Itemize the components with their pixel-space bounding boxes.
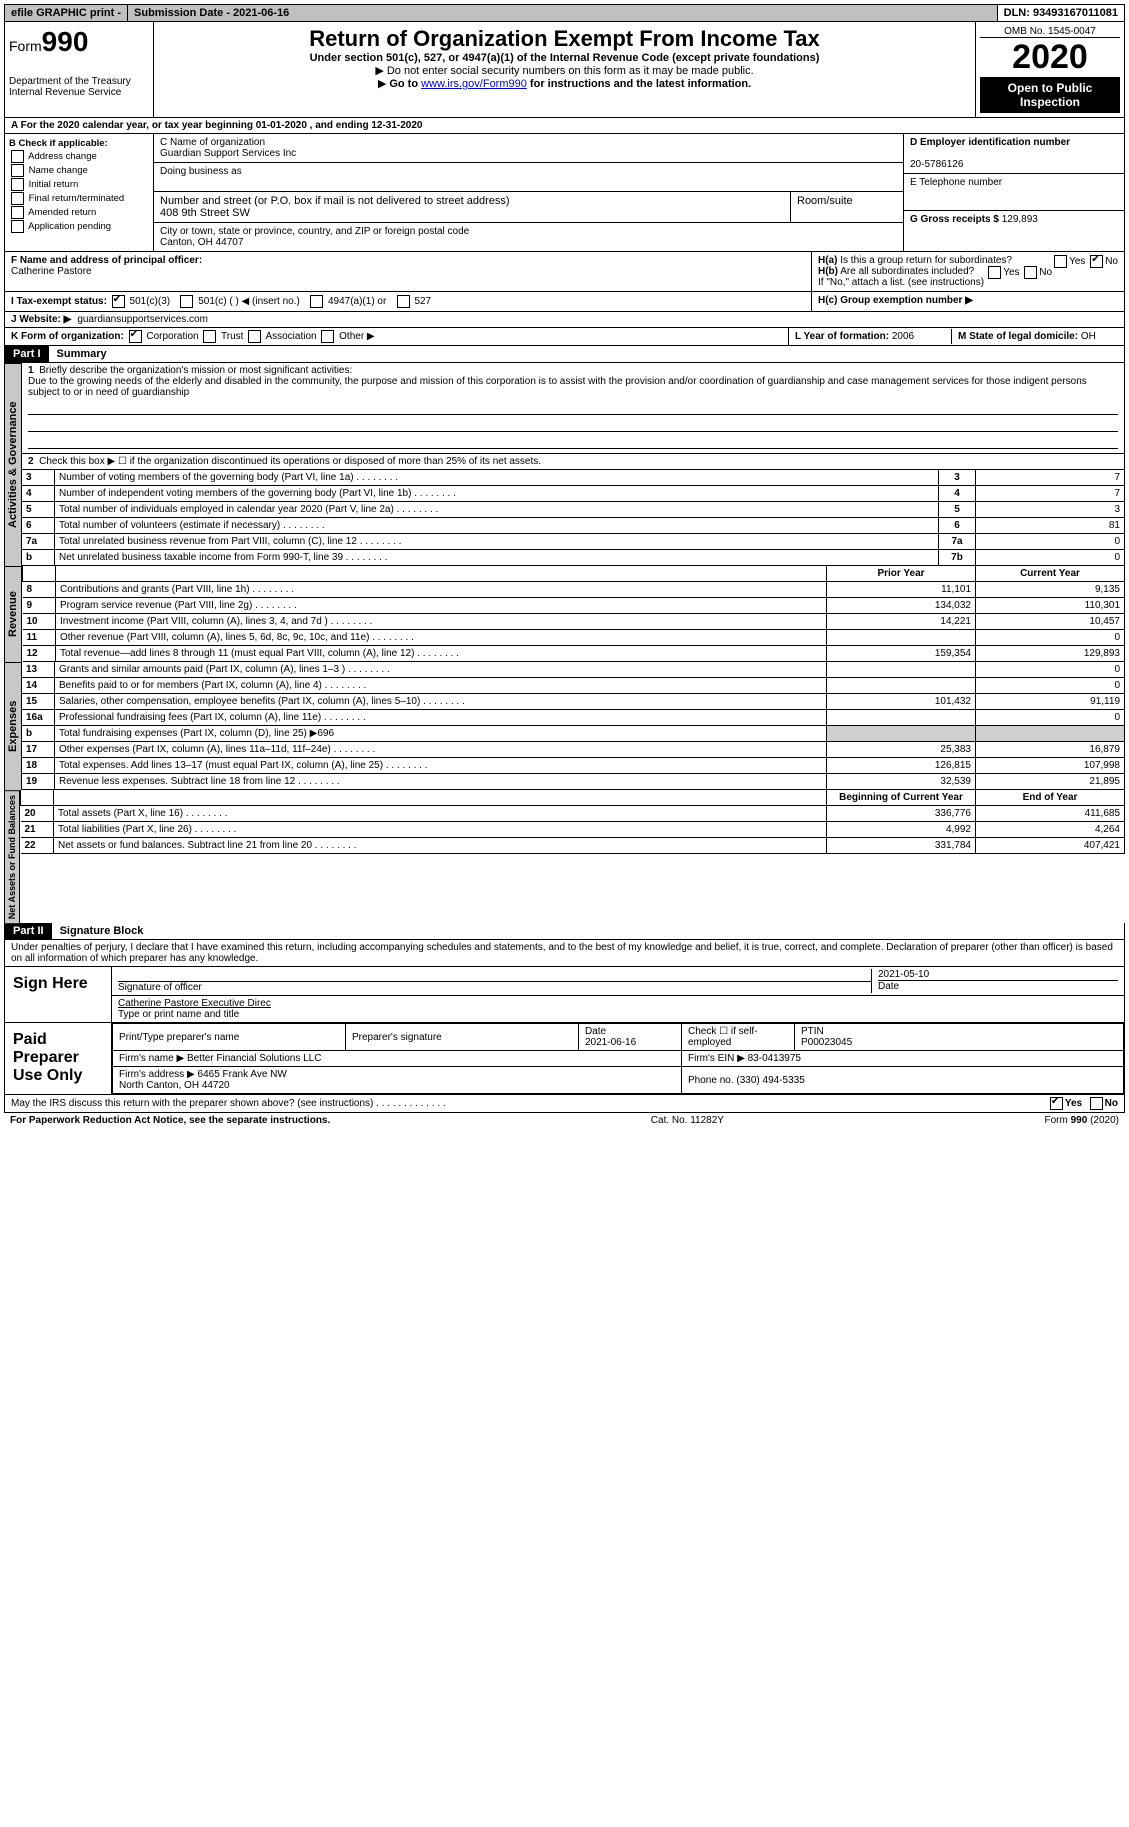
paid-preparer-block: Paid Preparer Use Only Print/Type prepar…	[4, 1023, 1125, 1095]
discuss-row: May the IRS discuss this return with the…	[4, 1095, 1125, 1113]
entity-block: B Check if applicable: Address change Na…	[4, 134, 1125, 252]
signature-line-label: Signature of officer	[118, 981, 871, 993]
top-bar: efile GRAPHIC print - Submission Date - …	[4, 4, 1125, 22]
street-cell: Number and street (or P.O. box if mail i…	[154, 192, 791, 222]
part-i-header: Part I	[5, 346, 49, 362]
dln: DLN: 93493167011081	[998, 5, 1124, 21]
open-to-public: Open to Public Inspection	[980, 77, 1120, 113]
gross-receipts-cell: G Gross receipts $ 129,893	[904, 211, 1124, 247]
website-row: J Website: ▶ guardiansupportservices.com	[4, 312, 1125, 328]
principal-officer: F Name and address of principal officer:…	[5, 252, 812, 291]
form-header: Form990 Department of the Treasury Inter…	[4, 22, 1125, 118]
firm-name-cell: Firm's name ▶ Better Financial Solutions…	[113, 1051, 682, 1067]
form-title: Return of Organization Exempt From Incom…	[158, 26, 971, 52]
dba-cell: Doing business as	[154, 163, 903, 192]
mission-text: Due to the growing needs of the elderly …	[28, 376, 1118, 398]
chk-initial-return[interactable]: Initial return	[9, 178, 149, 191]
preparer-name-cell: Print/Type preparer's name	[113, 1024, 346, 1051]
tab-net-assets: Net Assets or Fund Balances	[4, 790, 20, 923]
year-formation: L Year of formation: 2006	[789, 329, 952, 344]
part-i-title: Summary	[49, 346, 115, 362]
preparer-date-cell: Date2021-06-16	[579, 1024, 682, 1051]
revenue-table: Prior YearCurrent Year 8Contributions an…	[22, 566, 1125, 662]
chk-address-change[interactable]: Address change	[9, 150, 149, 163]
telephone-cell: E Telephone number	[904, 174, 1124, 211]
perjury-declaration: Under penalties of perjury, I declare th…	[4, 940, 1125, 967]
tab-revenue: Revenue	[4, 566, 22, 662]
form-number: Form990	[9, 26, 149, 58]
net-assets-table: Beginning of Current YearEnd of Year 20T…	[20, 790, 1125, 854]
row-f-h: F Name and address of principal officer:…	[4, 252, 1125, 292]
form-subtitle: Under section 501(c), 527, or 4947(a)(1)…	[158, 52, 971, 64]
ptin-cell: PTINP00023045	[795, 1024, 1124, 1051]
firm-phone-cell: Phone no. (330) 494-5335	[682, 1067, 1124, 1094]
ein-cell: D Employer identification number20-57861…	[904, 134, 1124, 174]
tax-exempt-status: I Tax-exempt status: 501(c)(3) 501(c) ( …	[5, 292, 812, 311]
col-b-checkboxes: B Check if applicable: Address change Na…	[5, 134, 154, 251]
firm-address-cell: Firm's address ▶ 6465 Frank Ave NW North…	[113, 1067, 682, 1094]
tax-year: 2020	[980, 38, 1120, 77]
tab-expenses: Expenses	[4, 662, 22, 790]
room-suite-cell: Room/suite	[791, 192, 903, 222]
city-cell: City or town, state or province, country…	[154, 223, 903, 251]
h-note: If "No," attach a list. (see instruction…	[818, 277, 1118, 288]
state-domicile: M State of legal domicile: OH	[952, 329, 1124, 344]
ag-table: 3Number of voting members of the governi…	[22, 470, 1125, 566]
mission-label: Briefly describe the organization's miss…	[39, 365, 352, 376]
cat-no: Cat. No. 11282Y	[651, 1115, 724, 1126]
submission-date: Submission Date - 2021-06-16	[128, 5, 998, 21]
tab-activities-governance: Activities & Governance	[4, 363, 22, 566]
irs-link[interactable]: www.irs.gov/Form990	[421, 78, 527, 90]
line-2: Check this box ▶ ☐ if the organization d…	[39, 456, 541, 467]
row-a-tax-year: A For the 2020 calendar year, or tax yea…	[4, 118, 1125, 134]
org-name-cell: C Name of organizationGuardian Support S…	[154, 134, 903, 163]
sign-here-block: Sign Here Signature of officer 2021-05-1…	[4, 967, 1125, 1023]
part-ii-header: Part II	[5, 923, 52, 939]
preparer-sig-cell: Preparer's signature	[346, 1024, 579, 1051]
date-label: Date	[878, 980, 1118, 992]
h-c: H(c) Group exemption number ▶	[812, 292, 1124, 311]
treasury-dept: Department of the Treasury Internal Reve…	[9, 76, 149, 98]
note-link: ▶ Go to www.irs.gov/Form990 for instruct…	[158, 77, 971, 90]
form-of-org: K Form of organization: Corporation Trus…	[5, 328, 789, 345]
pra-notice: For Paperwork Reduction Act Notice, see …	[10, 1115, 330, 1126]
chk-amended-return[interactable]: Amended return	[9, 206, 149, 219]
efile-print-button[interactable]: efile GRAPHIC print -	[5, 5, 128, 21]
paid-preparer-label: Paid Preparer Use Only	[5, 1023, 112, 1094]
officer-name: Catherine Pastore Executive Direc	[118, 998, 271, 1009]
sign-here-label: Sign Here	[5, 967, 112, 1022]
chk-application-pending[interactable]: Application pending	[9, 220, 149, 233]
chk-final-return[interactable]: Final return/terminated	[9, 192, 149, 205]
expenses-table: 13Grants and similar amounts paid (Part …	[22, 662, 1125, 790]
part-ii-title: Signature Block	[52, 923, 152, 939]
form-footer: Form 990 (2020)	[1045, 1115, 1119, 1126]
h-a: H(a) Is this a group return for subordin…	[818, 255, 1118, 266]
note-ssn: Do not enter social security numbers on …	[158, 64, 971, 77]
omb-number: OMB No. 1545-0047	[980, 26, 1120, 38]
chk-name-change[interactable]: Name change	[9, 164, 149, 177]
firm-ein-cell: Firm's EIN ▶ 83-0413975	[682, 1051, 1124, 1067]
self-employed-cell: Check ☐ if self-employed	[682, 1024, 795, 1051]
